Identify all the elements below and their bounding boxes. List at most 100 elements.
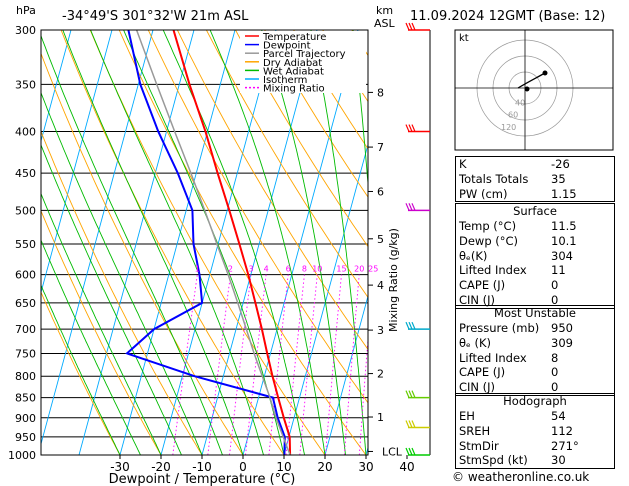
legend-label: Mixing Ratio — [263, 84, 325, 95]
legend-label: Dewpoint — [263, 41, 311, 52]
x-axis-label: Dewpoint / Temperature (°C) — [109, 472, 296, 486]
credit-text: © weatheronline.co.uk — [452, 470, 590, 484]
hodograph-stat-row: SREH 112 — [456, 424, 614, 439]
index-value: 1.15 — [551, 186, 577, 201]
surface-key: CAPE (J) — [459, 278, 506, 293]
pressure-tick-label: 500 — [15, 204, 36, 217]
wind-barb-flag — [405, 321, 410, 330]
isotherm-line — [283, 142, 368, 455]
surface-row: Lifted Index 11 — [456, 263, 614, 278]
mixing-ratio-line — [268, 274, 289, 455]
pressure-tick-label: 750 — [15, 347, 36, 360]
storm-motion-marker — [524, 86, 530, 92]
wet-adiabat-line — [209, 30, 326, 455]
mixing-ratio-line — [207, 274, 231, 455]
hodograph-stat-value: 54 — [551, 409, 566, 423]
wind-barb-flag — [411, 420, 416, 428]
dewpoint-line — [125, 30, 286, 455]
most-unstable-value: 0 — [551, 365, 559, 380]
mixing-ratio-label: 4 — [264, 265, 269, 274]
mixing-ratio-axis-label: Mixing Ratio (g/kg) — [387, 228, 400, 332]
km-tick-label: 7 — [377, 141, 384, 154]
wet-adiabat-line — [41, 239, 141, 455]
wind-barb-flag — [405, 124, 410, 132]
pressure-tick-label: 450 — [15, 167, 36, 180]
km-label: km — [376, 4, 394, 17]
date-title: 11.09.2024 12GMT (Base: 12) — [410, 9, 606, 24]
hodograph-endpoint — [542, 70, 548, 76]
wind-barb-flag — [411, 447, 416, 456]
pressure-tick-label: 400 — [15, 126, 36, 139]
hodograph-stat-key: StmDir — [459, 438, 499, 453]
hodograph-stat-key: EH — [459, 409, 475, 423]
wind-barb-flag — [408, 321, 413, 330]
surface-row: CIN (J) 0 — [456, 293, 614, 308]
mixing-ratio-label: 2 — [228, 265, 233, 274]
km-tick-label: 1 — [377, 411, 384, 424]
pressure-tick-label: 900 — [15, 412, 36, 425]
mixing-ratio-label: 3 — [248, 265, 253, 274]
surface-value: 304 — [551, 248, 573, 263]
wet-adiabat-line — [310, 30, 367, 455]
hodograph-table: Hodograph EH 54 SREH 112 StmDir 271° StmSpd (k… — [455, 393, 615, 470]
dry-adiabat-line — [147, 30, 368, 404]
isotherm-line — [324, 294, 368, 455]
pressure-tick-label: 700 — [15, 323, 36, 336]
mixing-ratio-line — [172, 274, 198, 455]
mixing-ratio-line — [325, 274, 342, 455]
surface-row: θₑ(K) 304 — [456, 249, 614, 264]
surface-value: 11 — [551, 263, 566, 278]
wind-barb-flag — [405, 22, 410, 31]
hodograph-ring-label: 120 — [501, 123, 516, 132]
isotherm-line — [41, 30, 72, 143]
most-unstable-value: 0 — [551, 380, 559, 395]
hodograph-ring-label: 60 — [508, 111, 518, 120]
dry-adiabat-line — [41, 209, 162, 455]
wet-adiabat-line — [41, 284, 121, 455]
pressure-tick-label: 650 — [15, 297, 36, 310]
pressure-tick-label: 800 — [15, 370, 36, 383]
mixing-ratio-line — [229, 274, 252, 455]
most-unstable-row: CIN (J) 0 — [456, 380, 614, 395]
asl-label: ASL — [374, 17, 395, 30]
isotherm-line — [119, 30, 236, 455]
hodograph-stat-value: 30 — [551, 453, 566, 468]
wet-adiabat-line — [41, 192, 162, 455]
km-tick-label: 2 — [377, 368, 384, 381]
dry-adiabat-line — [206, 30, 368, 299]
pressure-tick-label: 1000 — [8, 449, 36, 462]
wind-barb-flag — [405, 203, 410, 211]
surface-table: Surface Temp (°C) 11.5 Dewp (°C) 10.1 θₑ(K) 3… — [455, 203, 615, 309]
surface-value: 10.1 — [551, 233, 577, 248]
dry-adiabat-line — [293, 30, 368, 150]
location-title: -34°49'S 301°32'W 21m ASL — [62, 9, 249, 24]
mixing-ratio-label: 15 — [336, 265, 346, 274]
most-unstable-title: Most Unstable — [494, 306, 576, 320]
hodograph-trace — [517, 72, 546, 89]
wind-barb-flag — [405, 447, 410, 456]
hodograph-ring-label: 40 — [515, 98, 525, 107]
temperature-tick-label: -30 — [110, 460, 130, 474]
mixing-ratio-label: 10 — [312, 265, 322, 274]
wet-adiabat-line — [352, 30, 368, 190]
surface-row: Dewp (°C) 10.1 — [456, 234, 614, 249]
mixing-ratio-label: 1 — [195, 265, 200, 274]
pressure-tick-label: 950 — [15, 431, 36, 444]
wet-adiabat-line — [162, 30, 305, 455]
mixing-ratio-line — [299, 274, 318, 455]
mixing-ratio-label: 20 — [354, 265, 364, 274]
wet-adiabat-line — [41, 34, 223, 455]
indices-table: K -26 Totals Totals 35 PW (cm) 1.15 — [455, 156, 615, 203]
pressure-tick-label: 550 — [15, 238, 36, 251]
surface-key: θₑ(K) — [459, 248, 488, 263]
parcel-trajectory-line — [135, 30, 291, 455]
hodograph-kt-label: kt — [459, 33, 469, 44]
most-unstable-key: Lifted Index — [459, 350, 527, 365]
hodograph-stat-value: 112 — [551, 423, 573, 438]
km-tick-label: 3 — [377, 324, 384, 337]
surface-row: Temp (°C) 11.5 — [456, 219, 614, 234]
index-value: -26 — [551, 157, 570, 171]
wind-barb-flag — [405, 420, 410, 428]
most-unstable-value: 309 — [551, 335, 573, 350]
